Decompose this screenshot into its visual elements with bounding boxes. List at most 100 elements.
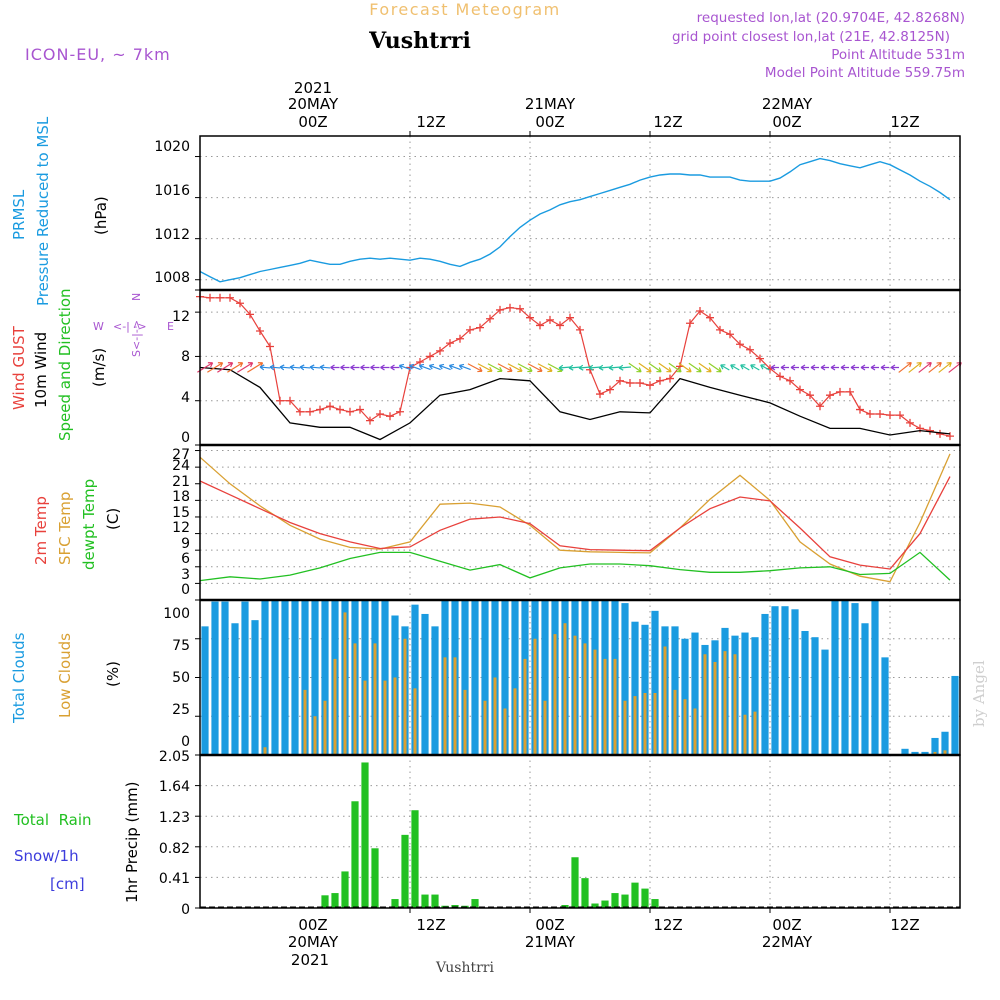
sfc-temp-label: SFC Temp: [56, 492, 74, 565]
low-cloud-bar: [493, 677, 497, 755]
temp-tick: 21: [172, 474, 190, 490]
total-cloud-bar: [211, 601, 219, 755]
wind-direction-arrow: [390, 364, 400, 371]
gust-marker: [646, 381, 654, 390]
low-cloud-bar: [343, 612, 347, 755]
low-cloud-bar: [333, 658, 337, 755]
total-cloud-bar: [251, 620, 259, 755]
cloud-tick: 50: [172, 670, 190, 686]
wind-direction-arrow: [568, 364, 582, 371]
product-title: Forecast Meteogram: [369, 0, 560, 19]
rain-bar: [331, 893, 339, 908]
bottom-hour: 00Z: [298, 916, 327, 934]
gust-marker: [246, 310, 254, 319]
wind-direction-arrow: [850, 364, 859, 371]
gust-marker: [786, 376, 794, 385]
total-cloud-bar: [311, 600, 319, 755]
total-cloud-bar: [201, 626, 209, 755]
low-cloud-bar: [703, 654, 707, 755]
temp-tick: 6: [181, 551, 190, 567]
low-cloud-bar: [663, 646, 667, 755]
total-cloud-bar: [411, 604, 419, 755]
pressure-tick: 1008: [154, 270, 190, 286]
gust-marker: [536, 321, 544, 330]
low-cloud-bar: [713, 662, 717, 755]
total-cloud-bar: [541, 600, 549, 755]
gust-marker: [496, 305, 504, 314]
wind-direction-arrow: [730, 364, 740, 371]
precip-tick: 0: [181, 902, 190, 918]
total-cloud-bar: [791, 609, 799, 755]
wind-direction-arrow: [870, 364, 879, 371]
wind-direction-arrow: [418, 363, 431, 371]
wind-direction-arrow: [380, 364, 390, 371]
top-hour: 00Z: [535, 113, 564, 131]
total-cloud-bar: [221, 601, 229, 755]
wind-direction-arrow: [688, 362, 702, 373]
top-hour: 00Z: [772, 113, 801, 131]
point-altitude: Point Altitude 531m: [831, 47, 965, 63]
wind-direction-arrow: [319, 364, 331, 371]
model-label: ICON-EU, ~ 7km: [25, 45, 171, 64]
gust-marker: [366, 416, 374, 425]
gust-marker: [796, 385, 804, 394]
top-day: 22MAY: [762, 95, 813, 113]
wind-direction-arrow: [289, 364, 301, 371]
wind-tick: 4: [181, 390, 190, 406]
gust-marker: [836, 387, 844, 396]
gust-marker: [566, 313, 574, 322]
cloud-tick: 100: [163, 606, 190, 622]
prmsl-label: PRMSL: [10, 189, 28, 240]
low-cloud-bar: [313, 716, 317, 755]
panel-frame: [199, 135, 961, 291]
gust-marker: [706, 313, 714, 322]
low-cloud-bar: [523, 658, 527, 755]
low-cloud-bar: [623, 700, 627, 755]
gust-marker: [256, 326, 264, 335]
wind-direction-arrow: [720, 364, 730, 371]
gust-marker: [296, 407, 304, 416]
top-time-axis: 2021 20MAY 21MAY 22MAY 00Z 12Z 00Z 12Z 0…: [288, 79, 920, 131]
wind-unit: (m/s): [90, 348, 108, 387]
snow-unit-label: [cm]: [50, 875, 85, 893]
low-cloud-bar: [463, 689, 467, 755]
wind-direction-arrow: [840, 364, 849, 371]
low-cloud-bar: [353, 643, 357, 755]
gust-marker: [866, 410, 874, 418]
top-day: 20MAY: [288, 95, 339, 113]
top-hour: 00Z: [298, 113, 327, 131]
gust-marker: [216, 293, 224, 302]
wind-direction-arrow: [558, 364, 572, 371]
low-cloud-bar: [943, 750, 947, 755]
pressure-tick: 1020: [154, 139, 190, 155]
bottom-day: 22MAY: [762, 933, 813, 951]
top-hour: 12Z: [653, 113, 682, 131]
wind-tick: 0: [181, 430, 190, 446]
wind-direction-arrow: [360, 364, 370, 371]
wind-direction-arrow: [658, 362, 672, 373]
gust-marker: [396, 407, 404, 416]
bottom-hour: 00Z: [772, 916, 801, 934]
gust-marker: [236, 299, 244, 308]
low-cloud-bar: [613, 658, 617, 755]
total-cloud-bar: [281, 600, 289, 755]
temp2m-line: [199, 476, 951, 570]
grid-layer: [200, 136, 960, 908]
temp-tick: 18: [172, 489, 190, 505]
wind-direction-arrow: [477, 363, 493, 373]
total-cloud-bar: [271, 600, 279, 755]
temp-tick: 3: [181, 567, 190, 583]
total-cloud-bar: [461, 600, 469, 755]
gust-marker: [736, 340, 744, 349]
gust-marker: [626, 379, 634, 387]
rain-bar: [341, 871, 349, 908]
total-cloud-bar: [911, 751, 919, 755]
compass-rose: N S W E <-| -> <-|->: [93, 293, 174, 357]
requested-coords: requested lon,lat (20.9704E, 42.8268N): [697, 10, 965, 26]
pressure-desc-label: Pressure Reduced to MSL: [34, 116, 52, 306]
total-cloud-bar: [361, 600, 369, 755]
watermark: by Angel: [970, 660, 988, 727]
gust-marker: [306, 407, 314, 416]
wind-panel: [196, 292, 962, 441]
wind-direction-arrow: [770, 364, 779, 371]
